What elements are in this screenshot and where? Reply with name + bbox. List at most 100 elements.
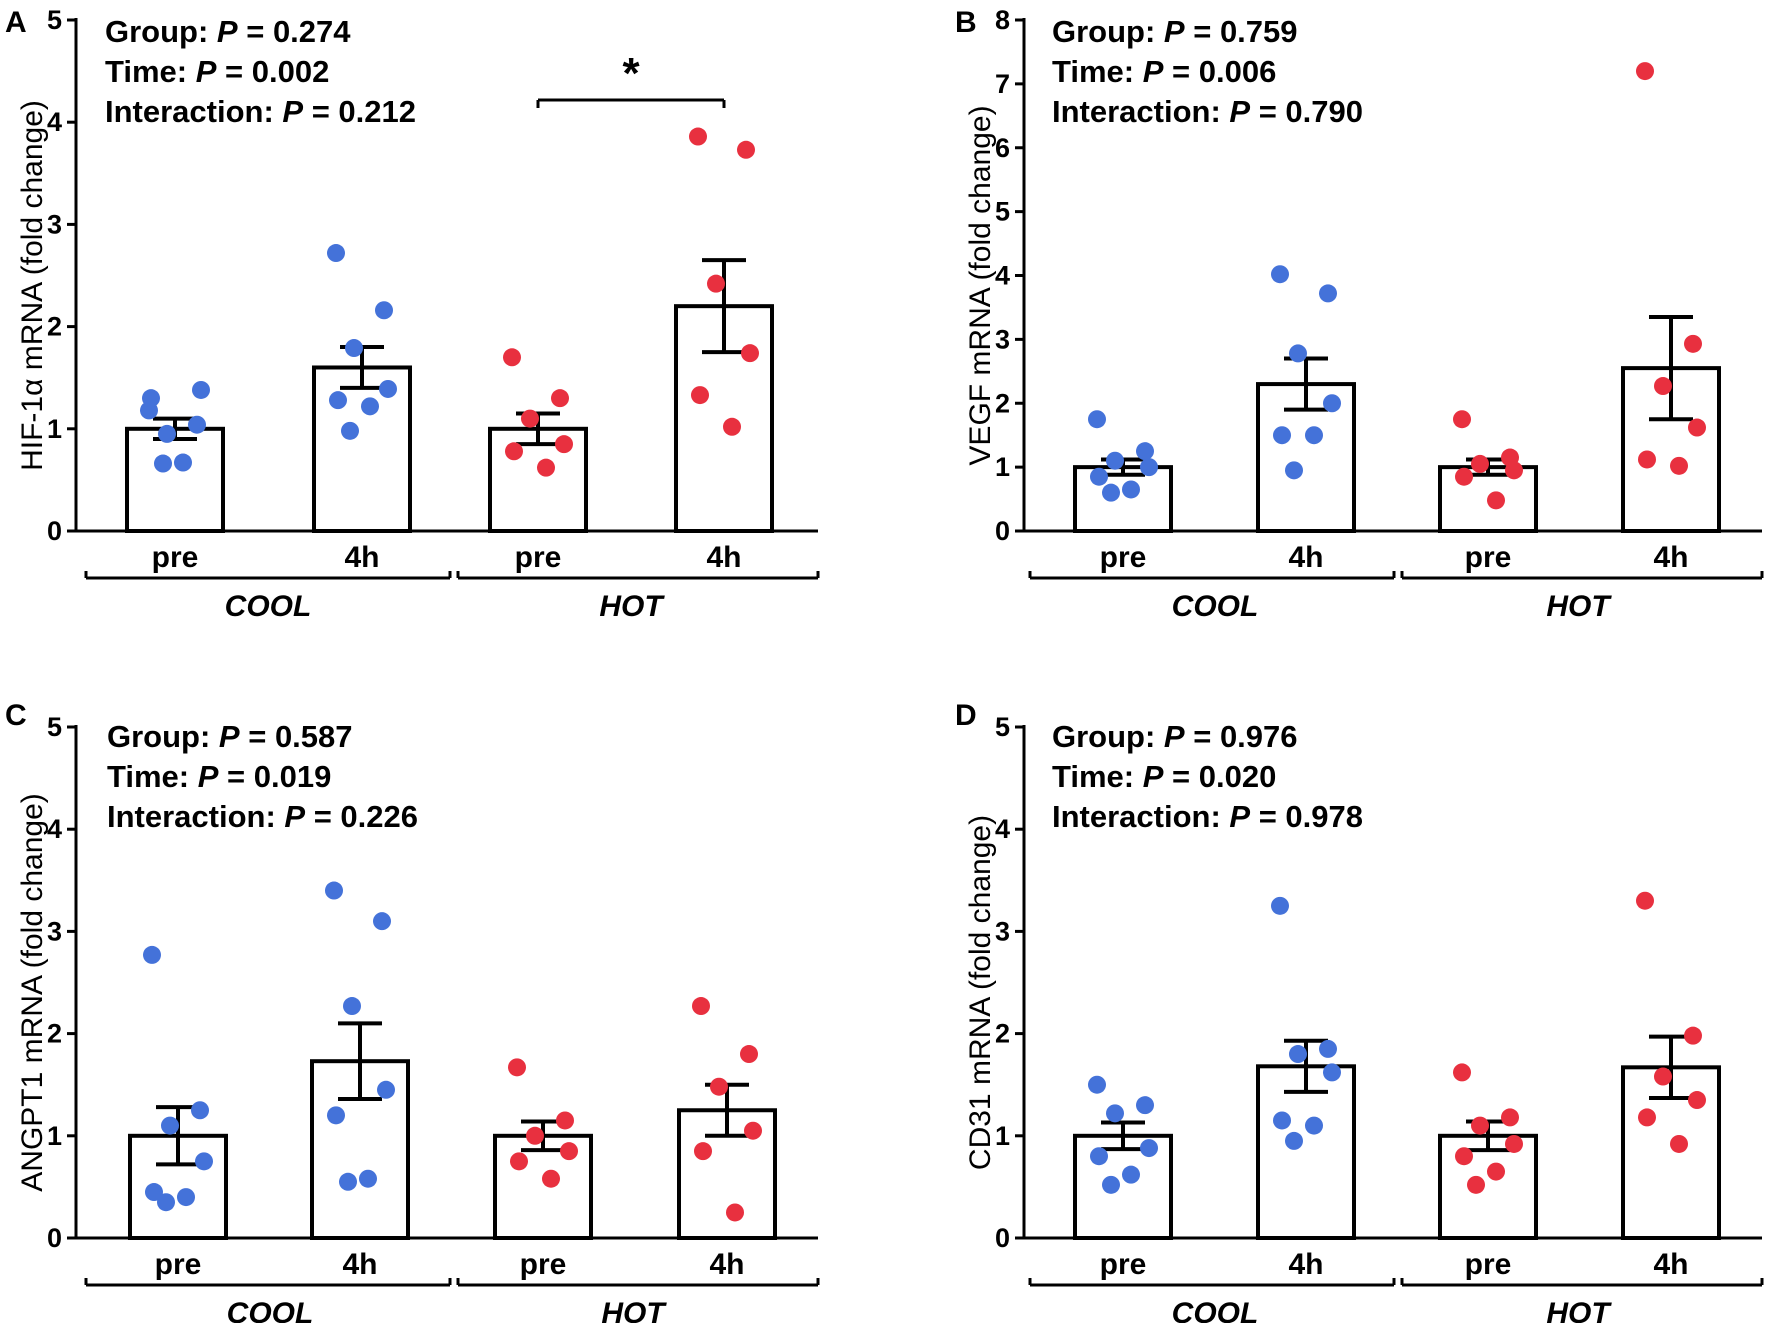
panel-B: B 0 1 2 3 4 5 6 7 8 VEGF mRNA (fold change) pre 4h pr… bbox=[955, 5, 1764, 623]
data-point bbox=[1670, 456, 1688, 475]
x-category-label: 4h bbox=[1653, 541, 1688, 574]
y-tick-label: 0 bbox=[995, 516, 1010, 546]
data-point bbox=[1289, 1045, 1307, 1064]
data-point bbox=[555, 435, 573, 454]
data-point bbox=[1505, 1134, 1523, 1153]
stat-line: Group: P = 0.274 bbox=[105, 14, 351, 49]
data-point bbox=[143, 945, 161, 964]
stat-line: Interaction: P = 0.978 bbox=[1052, 799, 1363, 834]
data-point bbox=[1102, 483, 1120, 502]
data-point bbox=[1688, 418, 1706, 437]
y-axis-label: ANGPT1 mRNA (fold change) bbox=[16, 793, 49, 1191]
data-point bbox=[1271, 896, 1289, 915]
data-point bbox=[373, 912, 391, 931]
data-point bbox=[692, 997, 710, 1016]
y-tick-label: 5 bbox=[995, 197, 1010, 227]
data-point bbox=[1285, 1131, 1303, 1150]
y-axis-label: VEGF mRNA (fold change) bbox=[964, 105, 997, 465]
x-category-label: 4h bbox=[342, 1248, 377, 1281]
data-point bbox=[537, 458, 555, 477]
data-point bbox=[142, 389, 160, 408]
data-point bbox=[377, 1080, 395, 1099]
data-point bbox=[1319, 284, 1337, 303]
data-point bbox=[1140, 458, 1158, 477]
data-point bbox=[1122, 1165, 1140, 1184]
data-point bbox=[195, 1152, 213, 1171]
data-point bbox=[1636, 891, 1654, 910]
data-point bbox=[1670, 1134, 1688, 1153]
data-point bbox=[158, 424, 176, 443]
x-category-label: pre bbox=[152, 541, 199, 574]
data-point bbox=[1323, 394, 1341, 413]
x-category-label: pre bbox=[1100, 541, 1147, 574]
data-point bbox=[1487, 491, 1505, 510]
data-point bbox=[359, 1169, 377, 1188]
y-tick-label: 0 bbox=[47, 1223, 62, 1253]
x-category-label: pre bbox=[1100, 1248, 1147, 1281]
data-point bbox=[1090, 1147, 1108, 1166]
panel-C: C 0 1 2 3 4 5 ANGPT1 mRNA (fold change) pre 4h pre… bbox=[5, 699, 820, 1323]
data-point bbox=[740, 1045, 758, 1064]
y-tick-label: 1 bbox=[995, 452, 1010, 482]
data-point bbox=[1305, 1116, 1323, 1135]
data-point bbox=[726, 1203, 744, 1222]
x-category-label: pre bbox=[1465, 1248, 1512, 1281]
data-point bbox=[1088, 410, 1106, 429]
y-axis-label: CD31 mRNA (fold change) bbox=[964, 815, 997, 1170]
significance-star: * bbox=[622, 49, 640, 98]
data-point bbox=[1684, 334, 1702, 353]
data-point bbox=[551, 389, 569, 408]
data-point bbox=[1106, 451, 1124, 470]
data-point bbox=[1106, 1104, 1124, 1123]
data-point bbox=[379, 379, 397, 398]
data-point bbox=[508, 1058, 526, 1077]
data-point bbox=[526, 1126, 544, 1145]
y-tick-label: 3 bbox=[995, 916, 1010, 946]
data-point bbox=[361, 397, 379, 416]
data-point bbox=[191, 1101, 209, 1120]
data-point bbox=[1455, 467, 1473, 486]
data-point bbox=[345, 339, 363, 358]
panel-letter: D bbox=[955, 699, 977, 732]
y-tick-label: 3 bbox=[47, 209, 62, 239]
data-point bbox=[329, 391, 347, 410]
data-point bbox=[1471, 454, 1489, 473]
y-tick-label: 1 bbox=[47, 414, 62, 444]
data-point bbox=[154, 454, 172, 473]
data-point bbox=[1505, 461, 1523, 480]
y-tick-label: 4 bbox=[47, 814, 62, 844]
data-point bbox=[1453, 410, 1471, 429]
y-tick-label: 2 bbox=[995, 1019, 1010, 1049]
data-point bbox=[560, 1142, 578, 1161]
stat-line: Time: P = 0.019 bbox=[107, 759, 331, 794]
data-point bbox=[1654, 1067, 1672, 1086]
panel-letter: B bbox=[955, 6, 977, 39]
y-tick-label: 8 bbox=[995, 5, 1010, 35]
x-category-label: pre bbox=[515, 541, 562, 574]
data-point bbox=[1122, 480, 1140, 499]
data-point bbox=[1487, 1162, 1505, 1181]
group-label: COOL bbox=[1172, 590, 1259, 623]
data-point bbox=[327, 1106, 345, 1125]
data-point bbox=[741, 344, 759, 363]
data-point bbox=[689, 127, 707, 146]
data-point bbox=[343, 997, 361, 1016]
data-point bbox=[542, 1169, 560, 1188]
y-tick-label: 2 bbox=[47, 1019, 62, 1049]
stat-line: Time: P = 0.006 bbox=[1052, 54, 1276, 89]
x-category-label: 4h bbox=[706, 541, 741, 574]
data-point bbox=[1140, 1139, 1158, 1158]
bar bbox=[1256, 1064, 1356, 1240]
data-point bbox=[521, 409, 539, 428]
data-point bbox=[325, 881, 343, 900]
y-tick-label: 7 bbox=[995, 69, 1010, 99]
data-point bbox=[1088, 1075, 1106, 1094]
data-point bbox=[1636, 62, 1654, 81]
y-tick-label: 4 bbox=[995, 814, 1010, 844]
data-point bbox=[145, 1183, 163, 1202]
y-tick-label: 5 bbox=[47, 712, 62, 742]
data-point bbox=[1638, 450, 1656, 469]
group-label: HOT bbox=[1546, 590, 1612, 623]
data-point bbox=[1289, 344, 1307, 363]
